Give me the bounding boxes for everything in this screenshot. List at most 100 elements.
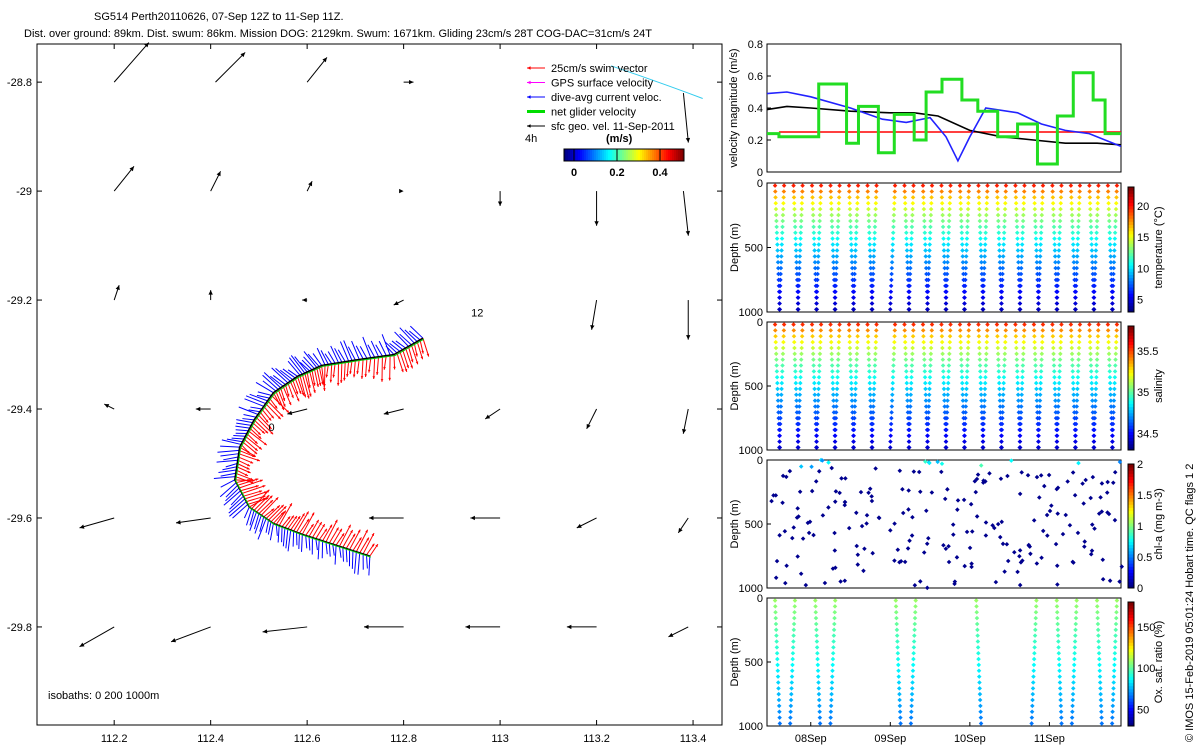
section-point [842,502,847,508]
section-point [1037,495,1042,500]
section-point [982,248,988,253]
section-point [928,351,934,357]
colorbar-cell [652,149,655,161]
section-point [865,183,870,188]
section-point [909,709,914,714]
section-point [996,224,1001,230]
section-point [994,322,1000,327]
section-point [847,351,853,357]
section-point [811,357,816,362]
surface-current-arrowhead [176,520,181,525]
swim-vector-head [291,395,294,399]
section-point [1044,512,1050,518]
section-point [832,530,837,536]
colorbar-cell [648,149,651,161]
section-point [829,212,834,218]
swim-vector-head [313,390,316,393]
section-point [773,189,778,194]
section-colorbar-cell [1128,648,1134,653]
section-point [978,463,984,468]
section-point [1038,242,1043,247]
section-point [1015,392,1021,398]
section-point [960,392,965,398]
section-point [920,322,926,327]
section-point [870,277,876,283]
section-point [1089,242,1094,247]
section-point [793,230,798,236]
section-point [1111,674,1117,679]
section-point [1032,334,1037,339]
section-point [1018,427,1023,433]
section-point [792,610,797,615]
section-point [778,415,783,421]
section-point [817,212,823,218]
section-point [1112,470,1118,475]
section-point [1003,322,1009,327]
section-point [831,259,836,265]
surface-current-arrowhead [485,414,491,419]
section-point [1088,224,1094,230]
section-point [873,334,879,339]
surface-current-vector [262,626,308,633]
section-point [781,334,786,339]
section-point [1035,445,1041,450]
section-point [1021,195,1027,200]
section-colorbar-cell [1128,547,1134,552]
time-tick-label: 11Sep [1034,733,1065,745]
swim-vector-head [275,497,279,501]
section-point [1002,206,1008,212]
velocity-ylabel: velocity magnitude (m/s) [728,48,740,167]
surface-current-arrowhead [262,629,268,634]
section-point [828,201,834,206]
current-vector [282,368,296,379]
section-point [1080,481,1085,486]
section-point [896,662,901,668]
section-point [791,334,797,339]
section-colorbar-cell [1128,510,1134,515]
section-point [1058,212,1063,218]
section-point [947,201,953,206]
section-point [1003,334,1008,339]
section-point [854,218,859,224]
time-tick-label: 08Sep [795,733,827,745]
section-point [892,183,898,188]
section-colorbar-cell [1128,224,1134,229]
section-point [1058,697,1063,703]
legend-interval: 4h [525,133,537,145]
section-point [1032,201,1037,206]
swim-vector-head [371,543,375,547]
section-point [1020,224,1026,230]
section-point [959,224,964,230]
section-colorbar-cell [1128,485,1134,490]
section-point [1031,668,1036,674]
section-point [781,201,786,206]
section-colorbar-cell [1128,719,1134,724]
swim-vector [243,490,263,497]
section-point [967,545,973,551]
section-point [776,686,781,691]
surface-current-arrowhead [678,527,683,533]
colorbar-cell [580,149,583,161]
section-point [832,445,838,450]
section-point [921,550,927,555]
section-colorbar-cell [1128,654,1134,659]
section-point [1090,474,1096,480]
swim-vector-head [339,380,343,383]
swim-vector [238,453,261,462]
section-colorbar-cell [1128,218,1134,222]
section-point [1009,458,1014,463]
section-point [912,615,918,621]
colorbar-cell [608,149,611,161]
section-point [948,322,953,327]
swim-vector [306,371,311,389]
section-colorbar-cell [1128,265,1134,269]
section-point [1113,201,1119,206]
current-vector [408,330,421,341]
section-point [1054,301,1060,306]
section-point [943,445,948,450]
section-point [787,721,793,726]
section-point [848,236,854,241]
section-point [999,295,1004,300]
section-point [1028,551,1033,557]
section-point [871,248,877,253]
